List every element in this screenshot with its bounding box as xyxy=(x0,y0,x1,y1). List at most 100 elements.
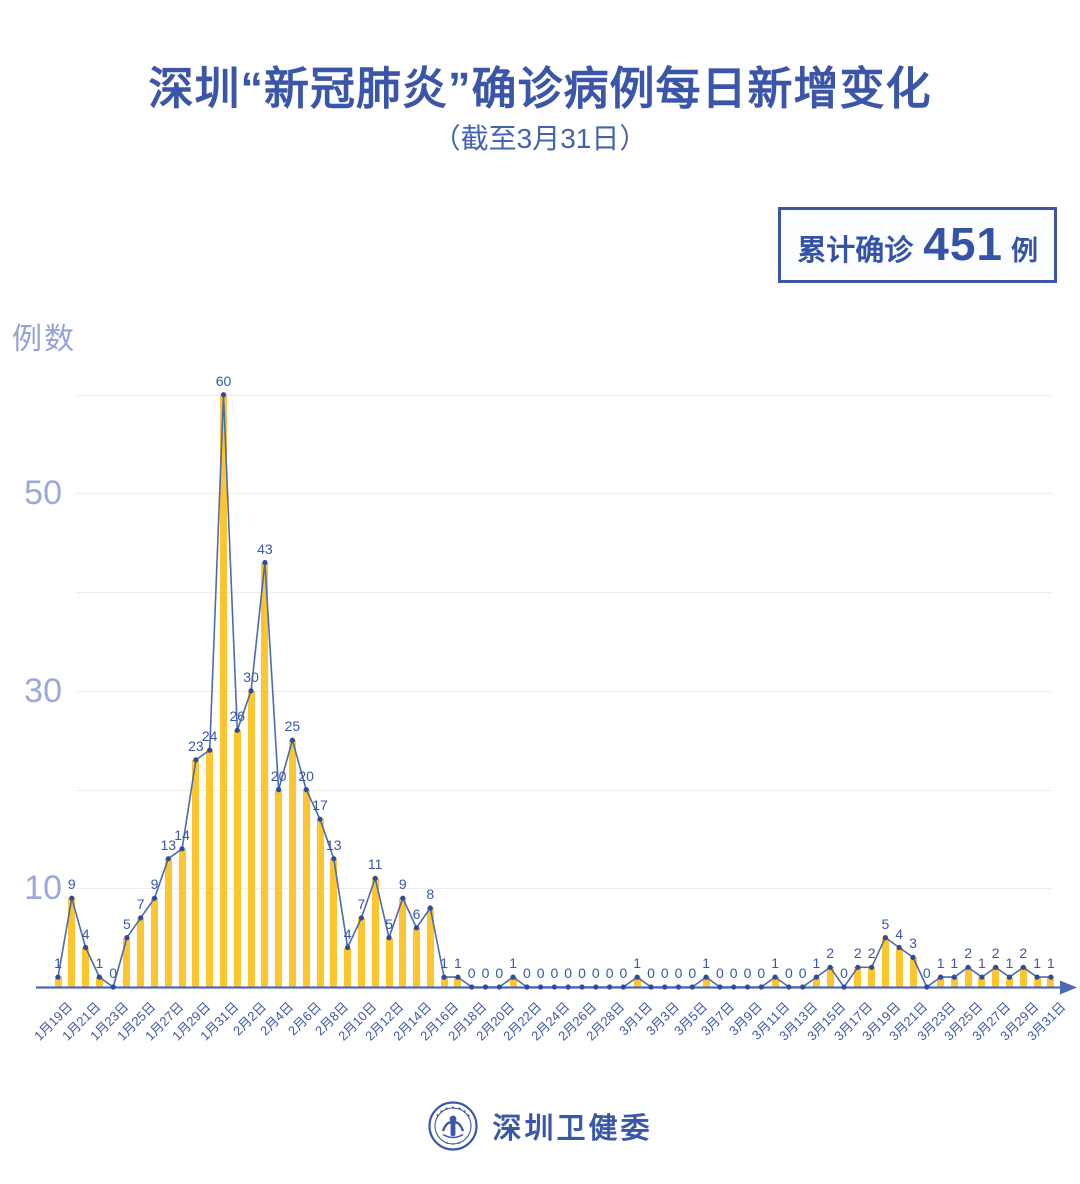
value-label: 1 xyxy=(1033,955,1041,972)
data-point xyxy=(469,984,475,990)
x-axis-arrow-icon xyxy=(1060,980,1077,995)
value-label: 4 xyxy=(895,925,904,942)
bar xyxy=(385,937,393,987)
value-label: 7 xyxy=(136,895,145,912)
value-label: 0 xyxy=(495,965,504,981)
value-label: 9 xyxy=(67,876,76,893)
value-label: 0 xyxy=(550,965,559,981)
page-title: 深圳“新冠肺炎”确诊病例每日新增变化 xyxy=(148,63,932,114)
value-label: 5 xyxy=(385,915,393,932)
value-label: 43 xyxy=(257,540,273,557)
value-label: 1 xyxy=(977,955,986,972)
badge-unit: 例 xyxy=(1011,236,1038,266)
value-label: 2 xyxy=(991,945,1000,962)
data-point xyxy=(620,984,627,990)
value-label: 2 xyxy=(826,945,835,962)
bar xyxy=(413,927,420,987)
value-label: 0 xyxy=(647,965,655,981)
data-point xyxy=(110,984,116,990)
bar xyxy=(68,898,76,987)
value-label: 0 xyxy=(757,965,766,981)
value-label: 0 xyxy=(619,965,628,981)
bar xyxy=(220,394,227,987)
data-point xyxy=(482,984,489,990)
value-label: 1 xyxy=(936,955,945,972)
value-label: 9 xyxy=(150,876,159,893)
value-label: 26 xyxy=(229,708,246,725)
value-label: 0 xyxy=(674,965,683,981)
value-label: 0 xyxy=(784,965,793,981)
data-point xyxy=(675,984,682,990)
bar xyxy=(950,977,958,987)
bar xyxy=(275,789,283,987)
bar xyxy=(1033,977,1041,987)
bar xyxy=(54,977,62,987)
value-label: 0 xyxy=(715,965,724,981)
value-label: 11 xyxy=(367,856,383,873)
value-label: 2 xyxy=(853,945,862,962)
bar xyxy=(330,858,338,987)
badge-value: 451 xyxy=(923,218,1003,270)
value-label: 14 xyxy=(174,826,190,843)
value-label: 1 xyxy=(702,955,710,972)
bar xyxy=(895,947,903,987)
value-label: 0 xyxy=(605,965,614,981)
value-label: 30 xyxy=(243,668,259,685)
value-label: 6 xyxy=(412,905,421,922)
value-label: 8 xyxy=(426,886,435,902)
cumulative-total-badge: 累计确诊 451 例 xyxy=(778,207,1057,283)
data-point xyxy=(758,984,764,990)
value-label: 13 xyxy=(160,836,177,853)
data-point xyxy=(744,984,751,990)
value-label: 20 xyxy=(298,767,314,784)
value-label: 0 xyxy=(688,965,697,981)
y-axis-title: 例数 xyxy=(12,323,76,356)
data-point xyxy=(565,984,571,990)
bar xyxy=(178,848,186,987)
value-label: 0 xyxy=(578,965,586,981)
value-label: 1 xyxy=(95,955,104,972)
y-tick-label: 30 xyxy=(24,671,62,710)
data-point xyxy=(689,984,695,990)
value-label: 0 xyxy=(591,965,600,981)
data-point xyxy=(731,984,737,990)
bar xyxy=(302,789,310,987)
bar xyxy=(868,967,876,987)
value-label: 1 xyxy=(54,955,62,972)
bar xyxy=(192,759,200,987)
value-label: 23 xyxy=(188,737,204,754)
value-label: 0 xyxy=(467,965,476,981)
value-label: 1 xyxy=(950,955,959,972)
data-point xyxy=(786,984,792,990)
badge-label: 累计确诊 xyxy=(797,235,914,267)
data-point xyxy=(648,984,654,990)
page-subtitle: （截至3月31日） xyxy=(432,123,648,154)
data-point xyxy=(593,984,599,990)
value-label: 0 xyxy=(798,965,807,981)
value-label: 0 xyxy=(564,965,573,981)
y-tick-label: 10 xyxy=(24,869,62,908)
value-label: 2 xyxy=(1019,945,1028,962)
data-point xyxy=(924,984,930,990)
bar xyxy=(1047,977,1055,987)
data-point xyxy=(607,984,613,990)
footer: 深圳卫健委 xyxy=(0,1100,1080,1152)
data-point xyxy=(662,984,668,990)
value-label: 4 xyxy=(343,925,352,942)
footer-brand-name: 深圳卫健委 xyxy=(492,1113,653,1145)
data-point xyxy=(551,984,558,990)
value-label: 0 xyxy=(922,965,931,981)
org-logo-icon xyxy=(428,1101,479,1151)
value-label: 24 xyxy=(201,728,218,745)
value-label: 9 xyxy=(398,876,407,893)
value-label: 1 xyxy=(453,955,462,972)
value-label: 13 xyxy=(326,836,342,853)
value-label: 0 xyxy=(660,965,669,981)
bar xyxy=(247,690,255,987)
value-label: 1 xyxy=(509,955,517,972)
bar xyxy=(1006,977,1013,987)
value-label: 5 xyxy=(881,915,890,932)
value-label: 0 xyxy=(481,965,490,981)
